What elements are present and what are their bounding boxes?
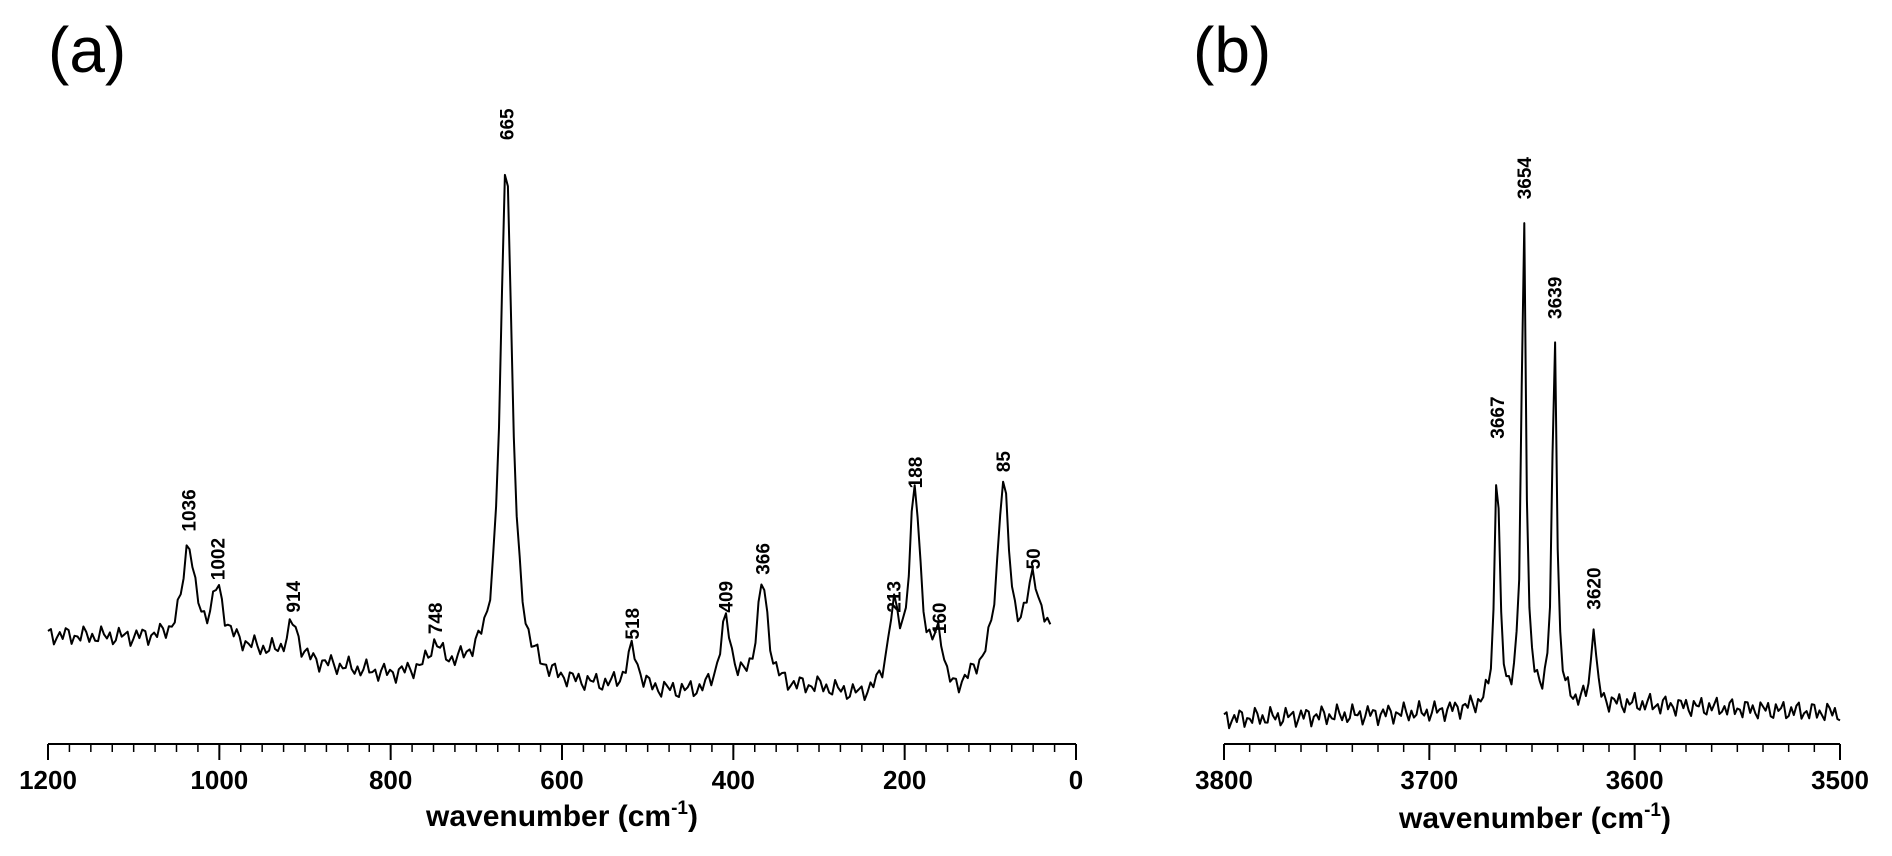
panel-a-tick-label: 0 — [1069, 765, 1083, 795]
panel-b-peak-label-3667: 3667 — [1488, 396, 1509, 438]
panel-b-ticks: 3800 3700 3600 3500 — [1195, 744, 1869, 795]
panel-a-tick-label: 800 — [369, 765, 412, 795]
panel-a-peak-label-213: 213 — [885, 581, 906, 613]
panel-b-spectrum-line — [1223, 222, 1841, 730]
panel-a-tick-label: 1200 — [19, 765, 77, 795]
panel-b-tick-label: 3800 — [1195, 765, 1253, 795]
panel-a-peak-label-665: 665 — [497, 108, 518, 140]
panel-a-peak-label-1036: 1036 — [180, 489, 201, 531]
panel-a-peak-label-748: 748 — [426, 602, 447, 634]
panel-b-peak-label-3620: 3620 — [1585, 567, 1606, 609]
panel-a-spectrum-line — [47, 173, 1052, 701]
panel-a-raman-spectrum: (a) 1200 1000 800 600 400 200 0 1036 1002 914 748… — [19, 14, 1083, 833]
panel-b-peak-labels: 3667 3654 3639 3620 — [1488, 157, 1606, 610]
panel-a-tick-label: 400 — [712, 765, 755, 795]
panel-a-label: (a) — [48, 14, 126, 86]
panel-a-peak-label-409: 409 — [717, 581, 738, 613]
panel-a-peak-labels: 1036 1002 914 748 665 518 409 366 213 188 160 85 50 — [180, 108, 1046, 640]
panel-a-peak-label-160: 160 — [930, 602, 951, 634]
panel-b-x-axis-title: wavenumber (cm-1) — [1398, 800, 1671, 835]
panel-a-peak-label-366: 366 — [754, 543, 775, 575]
panel-b-tick-label: 3600 — [1606, 765, 1664, 795]
panel-a-peak-label-188: 188 — [906, 457, 927, 489]
panel-a-peak-label-914: 914 — [284, 580, 305, 612]
panel-a-x-axis-title: wavenumber (cm-1) — [425, 798, 698, 833]
panel-a-peak-label-1002: 1002 — [209, 538, 230, 580]
panel-a-tick-label: 600 — [540, 765, 583, 795]
panel-a-peak-label-518: 518 — [623, 608, 644, 640]
panel-b-label: (b) — [1193, 14, 1271, 86]
panel-b-peak-label-3654: 3654 — [1515, 157, 1536, 200]
panel-b-tick-label: 3500 — [1811, 765, 1869, 795]
panel-a-tick-label: 200 — [883, 765, 926, 795]
panel-b-raman-spectrum: (b) 3800 3700 3600 3500 3667 3654 3639 3620 wa… — [1193, 14, 1869, 835]
panel-b-tick-label: 3700 — [1400, 765, 1458, 795]
panel-b-peak-label-3639: 3639 — [1546, 277, 1567, 319]
panel-a-ticks: 1200 1000 800 600 400 200 0 — [19, 744, 1083, 795]
panel-a-peak-label-50: 50 — [1024, 548, 1045, 569]
panel-a-tick-label: 1000 — [190, 765, 248, 795]
panel-a-peak-label-85: 85 — [994, 451, 1015, 473]
